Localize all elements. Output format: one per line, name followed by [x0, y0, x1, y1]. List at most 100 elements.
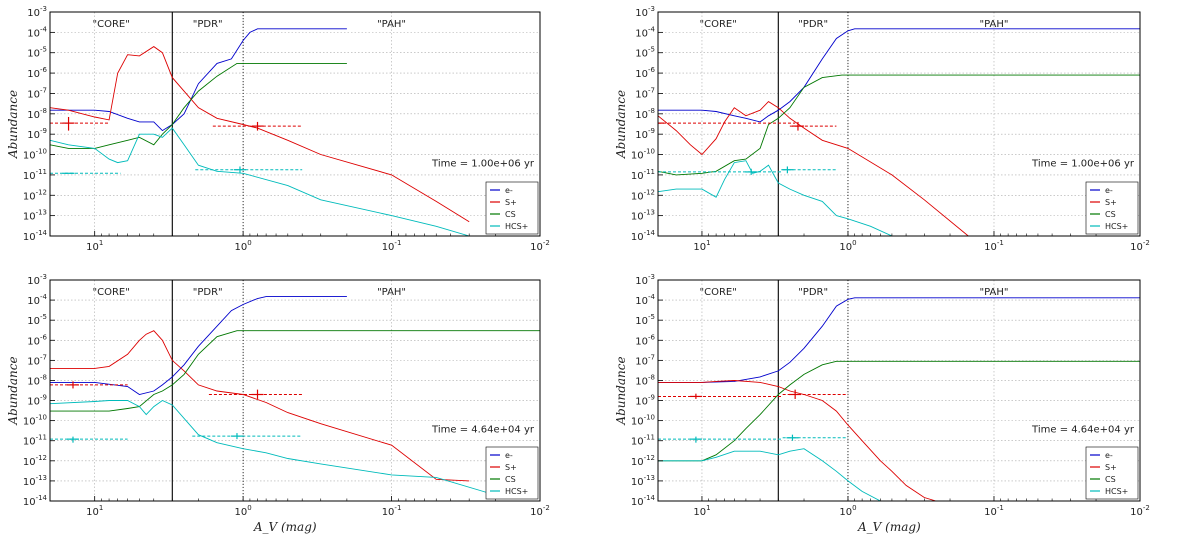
- y-tick-exponent: -13: [644, 474, 655, 482]
- x-tick-label: 101: [86, 504, 103, 518]
- y-tick-base: 10: [635, 110, 648, 121]
- x-tick-label: 101: [86, 239, 103, 253]
- y-axis-label: Abundance: [614, 356, 628, 425]
- x-tick-base: 10: [1130, 242, 1143, 253]
- y-tick-label: 10-5: [635, 46, 655, 60]
- y-tick-base: 10: [635, 276, 648, 287]
- y-tick-base: 10: [635, 336, 648, 347]
- y-tick-base: 10: [635, 397, 648, 408]
- legend-entry: e-: [1105, 186, 1113, 195]
- region-label: "CORE": [699, 287, 736, 298]
- y-tick-label: 10-9: [635, 127, 655, 141]
- y-tick-exponent: -7: [648, 353, 655, 361]
- y-tick-exponent: -8: [40, 107, 47, 115]
- chart-panel-2: "CORE" "PDR" "PAH"10-1410-1310-1210-1110-1…: [614, 5, 1150, 253]
- y-tick-label: 10-12: [631, 454, 655, 468]
- legend-entry: HCS+: [1105, 222, 1128, 231]
- y-tick-exponent: -3: [648, 273, 655, 281]
- x-tick-base: 10: [86, 507, 99, 518]
- y-tick-label: 10-9: [27, 127, 47, 141]
- y-tick-label: 10-13: [23, 209, 47, 223]
- region-label: "PAH": [377, 287, 406, 298]
- axes-frame: [49, 279, 541, 502]
- series-line-eminus: [658, 297, 1140, 383]
- x-tick-label: 10-1: [382, 239, 402, 253]
- legend: e- S+ CS HCS+: [485, 181, 539, 235]
- y-tick-label: 10-7: [635, 353, 655, 367]
- y-tick-exponent: -9: [648, 394, 655, 402]
- y-tick-label: 10-14: [23, 494, 48, 508]
- y-tick-label: 10-14: [631, 229, 656, 243]
- y-tick-base: 10: [27, 276, 40, 287]
- x-tick-base: 10: [235, 242, 248, 253]
- y-axis-label: Abundance: [6, 356, 20, 425]
- x-tick-exponent: -2: [1143, 239, 1150, 247]
- chart-panel-1: "CORE" "PDR" "PAH"10-1410-1310-1210-1110-1…: [6, 5, 550, 253]
- y-tick-exponent: -11: [644, 168, 655, 176]
- y-tick-exponent: -13: [644, 209, 655, 217]
- region-label: "CORE": [699, 19, 736, 30]
- legend-entry: CS: [505, 475, 516, 484]
- y-tick-label: 10-5: [27, 313, 47, 327]
- y-tick-exponent: -11: [36, 434, 47, 442]
- observation-marker: [782, 434, 848, 441]
- y-tick-exponent: -8: [40, 373, 47, 381]
- legend-entry: S+: [505, 463, 517, 472]
- y-tick-exponent: -3: [40, 5, 47, 13]
- y-tick-exponent: -5: [40, 313, 47, 321]
- y-tick-exponent: -14: [36, 229, 48, 237]
- legend-box: [1085, 446, 1139, 500]
- y-tick-label: 10-12: [631, 188, 655, 202]
- observation-marker: [192, 433, 303, 440]
- y-tick-exponent: -3: [648, 5, 655, 13]
- y-tick-base: 10: [23, 171, 36, 182]
- y-tick-label: 10-13: [631, 209, 655, 223]
- region-label: "PDR": [193, 287, 223, 298]
- legend-box: [485, 446, 539, 500]
- y-tick-base: 10: [635, 8, 648, 19]
- y-tick-base: 10: [635, 89, 648, 100]
- y-tick-label: 10-4: [27, 25, 47, 39]
- y-tick-base: 10: [27, 28, 40, 39]
- legend-entry: HCS+: [505, 487, 528, 496]
- y-tick-exponent: -9: [648, 127, 655, 135]
- x-tick-label: 100: [235, 239, 252, 253]
- legend-entry: CS: [505, 210, 516, 219]
- x-tick-exponent: -1: [997, 239, 1004, 247]
- y-tick-base: 10: [23, 191, 36, 202]
- y-tick-exponent: -5: [648, 313, 655, 321]
- y-tick-base: 10: [27, 356, 40, 367]
- region-label: "PDR": [798, 19, 828, 30]
- legend-entry: S+: [505, 198, 517, 207]
- y-tick-label: 10-3: [635, 5, 655, 19]
- y-tick-base: 10: [631, 417, 644, 428]
- observation-marker: [658, 393, 783, 399]
- series-line-hcsplus: [50, 127, 470, 236]
- y-tick-base: 10: [23, 417, 36, 428]
- legend: e- S+ CS HCS+: [485, 446, 539, 500]
- y-tick-label: 10-3: [27, 273, 47, 287]
- x-tick-base: 10: [382, 507, 395, 518]
- region-label: "CORE": [92, 19, 129, 30]
- y-tick-base: 10: [631, 477, 644, 488]
- y-tick-exponent: -8: [648, 107, 655, 115]
- y-tick-exponent: -6: [648, 333, 656, 341]
- y-tick-base: 10: [27, 316, 40, 327]
- axes-frame: [657, 279, 1141, 502]
- region-label: "PDR": [798, 287, 828, 298]
- y-tick-exponent: -14: [36, 494, 48, 502]
- y-axis-label: Abundance: [6, 90, 20, 159]
- y-tick-label: 10-3: [27, 5, 47, 19]
- y-tick-label: 10-8: [27, 107, 47, 121]
- y-tick-label: 10-5: [635, 313, 655, 327]
- observation-marker: [50, 116, 110, 131]
- x-tick-label: 10-1: [984, 504, 1004, 518]
- y-tick-exponent: -7: [40, 353, 47, 361]
- x-tick-label: 10-2: [530, 504, 550, 518]
- y-tick-base: 10: [23, 437, 36, 448]
- y-tick-exponent: -11: [36, 168, 47, 176]
- y-tick-label: 10-4: [635, 25, 655, 39]
- series-line-cs: [658, 360, 1140, 462]
- series-line-cs: [50, 330, 540, 412]
